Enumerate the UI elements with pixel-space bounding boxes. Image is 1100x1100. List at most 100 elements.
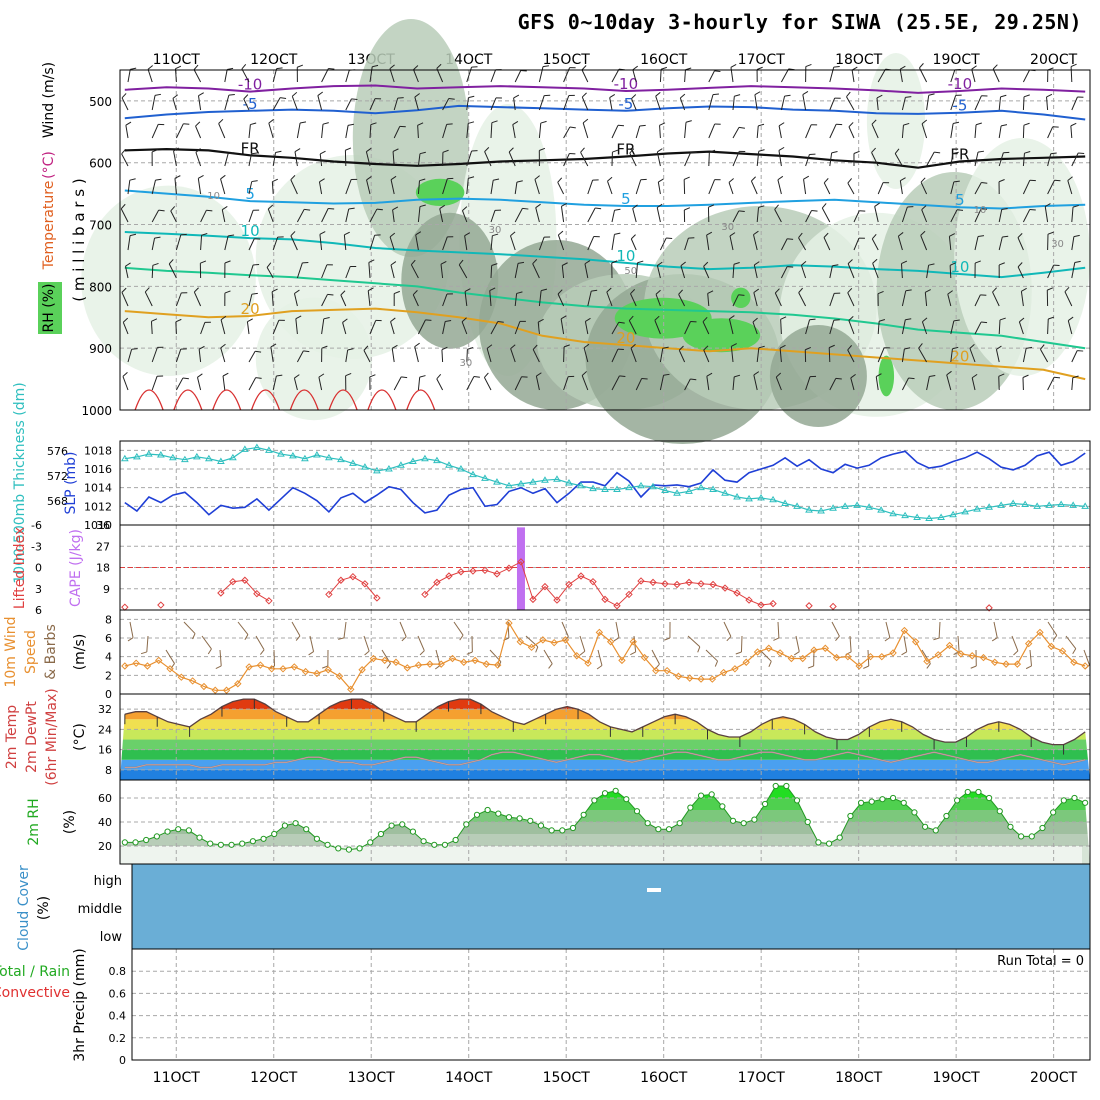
li-marker [469, 567, 477, 575]
barb-staff [729, 235, 734, 251]
wind-barb [1047, 621, 1058, 641]
thickness-marker [168, 453, 177, 461]
rh-base-band [120, 846, 1082, 864]
barb-staff [774, 209, 782, 223]
wind-axis-label-3: & Barbs [43, 624, 59, 680]
wind-barb [175, 318, 182, 335]
barb-flag [1013, 650, 1019, 656]
barb-staff [267, 208, 274, 223]
wind-barb [684, 237, 695, 251]
barb-flag [535, 203, 541, 209]
barb-flag [243, 94, 249, 100]
barb-staff [732, 127, 740, 139]
barb-staff [417, 180, 420, 195]
wind-barb [732, 150, 746, 167]
barb-staff [821, 207, 831, 223]
barb-flag [390, 317, 396, 323]
barb-flag [835, 635, 840, 642]
barb-staff [466, 376, 475, 391]
barb-staff [363, 635, 370, 652]
wind-speed-marker [979, 653, 988, 662]
wind-barb [248, 122, 257, 139]
thickness-marker [192, 452, 201, 460]
wind-barb [1070, 63, 1077, 83]
wind-barb [535, 372, 542, 391]
wind-barb [220, 343, 226, 363]
barb-staff [732, 210, 740, 223]
rh-marker [601, 790, 609, 797]
rh-marker [185, 827, 192, 834]
wind-barb [702, 316, 710, 335]
rh-marker [484, 806, 491, 814]
barb-staff [294, 151, 298, 167]
thickness-marker [337, 455, 345, 463]
wind-barb [343, 231, 350, 251]
thickness-marker [277, 450, 285, 457]
barb-flag [516, 291, 523, 294]
wind-barb [197, 174, 204, 195]
barb-staff [629, 152, 637, 167]
barb-staff [248, 377, 257, 391]
li-marker [577, 572, 585, 580]
barb-staff [291, 96, 298, 111]
thickness-marker [697, 483, 705, 491]
barb-flag [255, 377, 262, 379]
wind-barb [998, 179, 1005, 195]
date-tick-top: 18OCT [835, 52, 883, 68]
wind-barb [417, 375, 426, 391]
thickness-marker [961, 507, 969, 515]
wind-speed-marker [832, 653, 841, 662]
wind-barb [611, 208, 621, 223]
rh-shade-moist [878, 355, 895, 397]
barb-staff [270, 346, 274, 363]
barb-flag [462, 206, 468, 211]
rh-marker [324, 841, 331, 848]
barb-staff [484, 151, 492, 167]
barb-flag [754, 91, 761, 96]
rh-marker [644, 820, 651, 827]
wind-barb [901, 289, 912, 307]
pressure-tick: 1000 [81, 404, 112, 418]
li-marker [325, 590, 333, 599]
barb-flag [228, 152, 235, 154]
thickness-marker [997, 501, 1006, 508]
wind-barb [436, 374, 444, 391]
barb-flag [685, 67, 692, 71]
wind-barb [1022, 346, 1033, 363]
wind-barb [271, 178, 278, 195]
barb-flag [657, 261, 663, 266]
cloud-cover-fill [132, 864, 1090, 949]
wind-speed-marker [132, 659, 140, 667]
barb-staff [237, 621, 249, 635]
barb-flag [847, 345, 852, 351]
barb-flag [558, 230, 564, 236]
temp-band [120, 699, 1090, 710]
precip-tick: 0 [119, 1054, 126, 1067]
wind-barb [756, 66, 763, 83]
wind-speed-marker [1036, 628, 1044, 637]
wind-barb [587, 235, 600, 251]
wind-barb [248, 350, 262, 363]
wind-barb [974, 294, 987, 307]
barb-staff [509, 235, 516, 251]
wind-barb [918, 343, 928, 363]
cape-tick: 9 [103, 583, 110, 596]
barb-flag [1054, 376, 1061, 379]
isotherm-warm [212, 389, 242, 411]
barb-staff [321, 68, 329, 83]
barb-flag [756, 66, 763, 70]
barb-flag [1002, 235, 1009, 238]
barb-staff [1022, 96, 1025, 111]
barb-staff [656, 151, 661, 167]
barb-flag [708, 204, 715, 208]
barb-flag [129, 178, 136, 181]
barb-flag [197, 373, 203, 378]
thickness-marker [216, 457, 225, 465]
wind-barb [175, 292, 188, 307]
barb-staff [597, 649, 603, 666]
barb-staff [1047, 126, 1054, 139]
thickness-marker [1057, 500, 1066, 507]
li-marker [253, 590, 261, 598]
barb-staff [290, 179, 298, 195]
wind-barb [684, 378, 697, 391]
